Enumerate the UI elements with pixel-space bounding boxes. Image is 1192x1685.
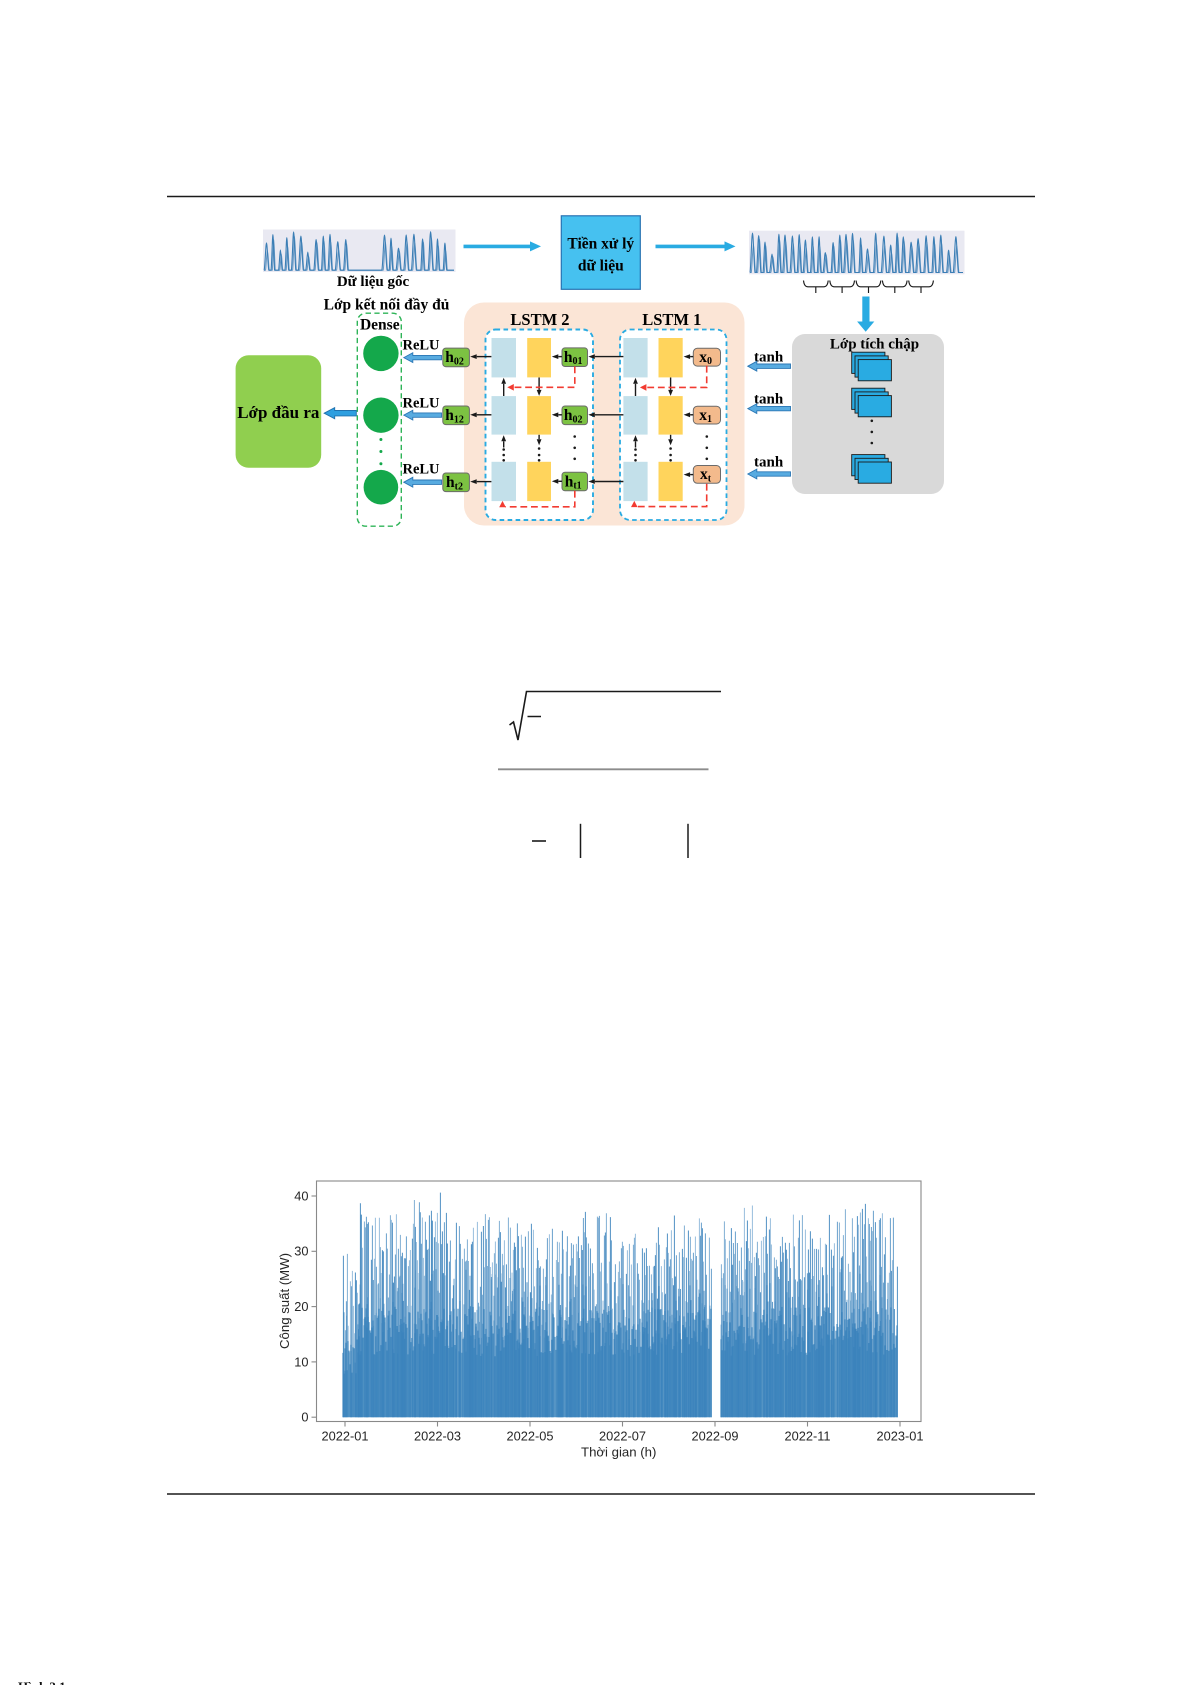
svg-text:xt: xt (700, 466, 712, 484)
svg-text:ReLU: ReLU (402, 338, 440, 354)
svg-text:40: 40 (294, 1188, 308, 1203)
svg-text:2022-03: 2022-03 (414, 1429, 461, 1444)
svg-text:10: 10 (294, 1354, 308, 1369)
svg-text:0: 0 (301, 1410, 308, 1425)
svg-text:2022-09: 2022-09 (692, 1429, 739, 1444)
svg-text:Dense: Dense (360, 317, 400, 334)
svg-text:20: 20 (294, 1299, 308, 1314)
svg-text:2022-05: 2022-05 (507, 1429, 554, 1444)
svg-text:Công suất (MW): Công suất (MW) (277, 1253, 292, 1349)
svg-text:ReLU: ReLU (402, 396, 440, 412)
svg-text:LSTM 1: LSTM 1 (642, 310, 701, 329)
svg-text:Hình 3.1: Hình 3.1 (18, 1679, 66, 1685)
svg-text:30: 30 (294, 1244, 308, 1259)
svg-text:tanh: tanh (754, 455, 784, 471)
svg-text:Lớp tích chập: Lớp tích chập (830, 337, 919, 353)
svg-text:2022-11: 2022-11 (784, 1429, 830, 1444)
svg-text:Lớp kết nối đầy đủ: Lớp kết nối đầy đủ (324, 297, 450, 314)
svg-text:tanh: tanh (754, 350, 784, 366)
svg-text:tanh: tanh (754, 392, 784, 408)
svg-text:Lớp đầu ra: Lớp đầu ra (237, 403, 320, 422)
svg-text:ReLU: ReLU (402, 462, 440, 478)
svg-text:2023-01: 2023-01 (877, 1429, 924, 1444)
svg-text:2022-07: 2022-07 (599, 1429, 646, 1444)
svg-text:2022-01: 2022-01 (322, 1429, 369, 1444)
svg-text:dữ liệu: dữ liệu (578, 258, 624, 275)
svg-text:Thời gian (h): Thời gian (h) (581, 1445, 656, 1460)
svg-text:LSTM 2: LSTM 2 (510, 310, 569, 329)
svg-text:Dữ liệu gốc: Dữ liệu gốc (337, 274, 410, 290)
svg-text:Tiền xử lý: Tiền xử lý (567, 236, 634, 253)
